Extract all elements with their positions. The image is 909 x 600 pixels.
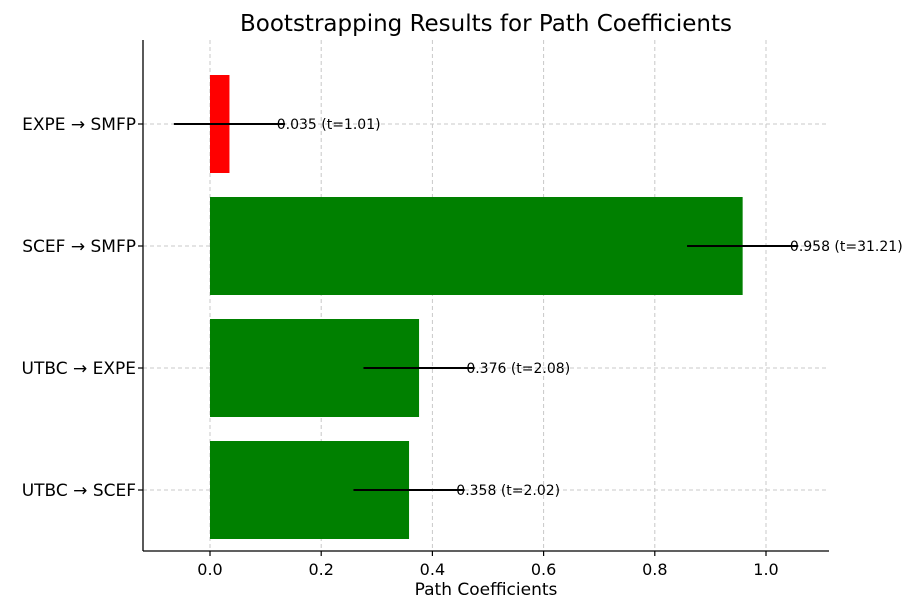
x-tick-label: 0.6	[531, 560, 556, 579]
data-labels: 0.358 (t=2.02) 0.376 (t=2.08) 0.958 (t=31.…	[277, 117, 903, 499]
x-tick-label: 1.0	[753, 560, 778, 579]
data-label: 0.376 (t=2.08)	[466, 361, 570, 377]
error-bars	[173, 123, 799, 491]
category-label: UTBC → SCEF	[22, 481, 136, 501]
category-label: SCEF → SMFP	[22, 237, 136, 257]
axes	[142, 40, 829, 552]
x-tick-label: 0.0	[197, 560, 222, 579]
x-axis-label: Path Coefficients	[415, 580, 558, 600]
category-label: UTBC → EXPE	[22, 359, 137, 379]
x-tick-label: 0.2	[308, 560, 333, 579]
data-label: 0.958 (t=31.21)	[790, 239, 903, 255]
chart-title: Bootstrapping Results for Path Coefficie…	[240, 11, 732, 37]
bars	[210, 75, 743, 539]
data-label: 0.035 (t=1.01)	[277, 117, 381, 133]
x-tick-label: 0.4	[420, 560, 445, 579]
ticks: 0.0 0.2 0.4 0.6 0.8 1.0 UTBC → SCEF UTBC → EXPE…	[22, 115, 779, 579]
category-label: EXPE → SMFP	[22, 115, 136, 135]
data-label: 0.358 (t=2.02)	[456, 483, 560, 499]
x-tick-label: 0.8	[642, 560, 667, 579]
bar	[210, 197, 743, 295]
